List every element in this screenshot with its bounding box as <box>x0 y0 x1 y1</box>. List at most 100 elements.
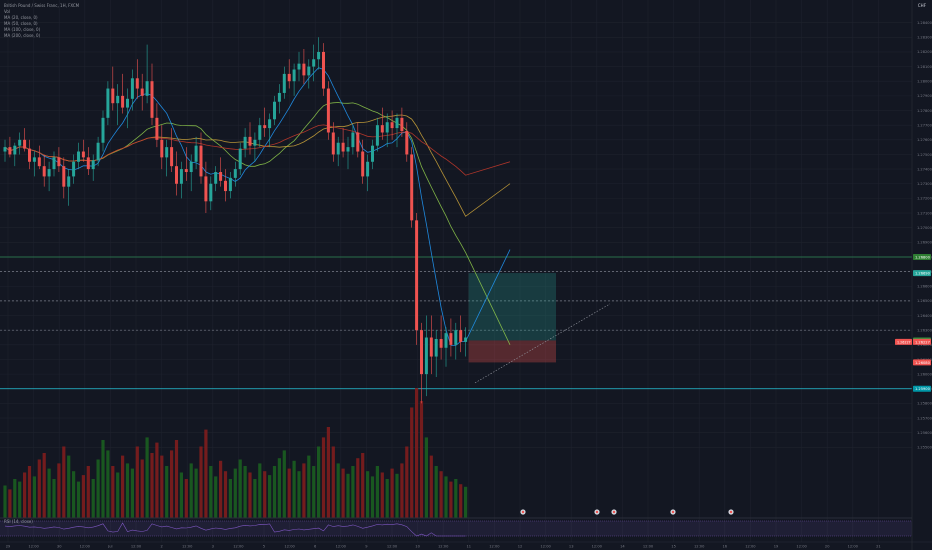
price-tick-label: 1.25700 <box>917 416 932 420</box>
candle <box>145 81 149 96</box>
candle <box>454 330 458 345</box>
time-tick-label: 12:00 <box>489 545 500 549</box>
candle <box>32 157 36 162</box>
event-icon-dot <box>671 510 675 514</box>
candle <box>307 66 311 76</box>
volume-bar <box>321 437 326 518</box>
last-price-tag-bg <box>913 338 931 345</box>
candle <box>199 145 203 177</box>
candle <box>361 151 365 177</box>
volume-bar <box>86 466 90 518</box>
time-axis[interactable]: 29 12:00 30 12:00 Jul 12:00 2 12:00 3 12:00 5 12:00… <box>0 541 932 549</box>
candle <box>57 157 61 167</box>
volume-bar <box>223 471 228 518</box>
candle <box>380 125 384 133</box>
volume-bar <box>72 471 76 518</box>
candle <box>160 139 164 158</box>
volume-bar <box>76 481 81 518</box>
volume-bar <box>346 473 350 518</box>
volume-bar <box>385 479 389 518</box>
vol-label: Vol <box>4 9 10 14</box>
candle <box>150 81 154 118</box>
price-axis[interactable]: 1.28400 1.28300 1.28200 1.28100 1.28000 1.279… <box>895 0 932 550</box>
stop-loss-zone <box>468 340 556 363</box>
volume-bar <box>228 479 232 518</box>
volume-bar <box>356 458 360 518</box>
long-position-tool[interactable] <box>468 273 556 363</box>
volume-bar <box>135 446 139 518</box>
volume-bar <box>429 455 433 518</box>
candle <box>395 117 399 129</box>
price-tick-label: 1.27000 <box>917 226 932 230</box>
price-tick-label: 1.28200 <box>917 50 932 54</box>
candle <box>405 131 409 155</box>
volume-bar <box>297 471 301 518</box>
volume-bar <box>140 459 144 518</box>
volume-bar <box>52 479 56 518</box>
candle <box>326 88 330 133</box>
volume-bar <box>57 463 61 518</box>
candle <box>248 136 252 146</box>
volume-bar <box>307 455 311 518</box>
ma50-label: MA (50, close, 0) <box>4 21 38 26</box>
price-tick-label: 1.28300 <box>917 36 932 40</box>
candle <box>263 125 267 129</box>
event-icons[interactable] <box>520 509 734 515</box>
time-tick-label: 13 <box>569 545 574 549</box>
candle <box>52 157 56 170</box>
time-tick-label: 12:00 <box>745 545 756 549</box>
candle <box>18 139 22 146</box>
volume-bar <box>101 440 105 518</box>
candle <box>390 122 394 129</box>
candle <box>449 333 453 345</box>
trend-line-dotted <box>474 303 611 384</box>
volume-bar <box>277 458 281 518</box>
volume-bar <box>91 479 95 518</box>
rsi-label: RSI (14, close) <box>4 519 33 524</box>
volume-bar <box>424 437 428 518</box>
candle <box>204 176 208 202</box>
candle <box>351 132 355 148</box>
volume-bar <box>419 401 424 518</box>
candle <box>371 145 374 162</box>
symbol-title[interactable]: British Pound / Swiss Franc, 1H, FXCM <box>4 3 80 8</box>
ma-line-1 <box>4 67 511 346</box>
volume-bar <box>380 472 384 518</box>
time-tick-label: 14 <box>620 545 625 549</box>
price-tick-label: 1.26300 <box>917 328 932 332</box>
volume-bar <box>214 476 218 518</box>
candle <box>336 142 340 155</box>
volume-bar <box>459 484 463 518</box>
price-tick-label: 1.27800 <box>917 109 932 113</box>
time-tick-label: 5 <box>263 545 265 549</box>
event-icon-dot <box>595 510 599 514</box>
volume-bar <box>116 472 120 518</box>
volume-bar <box>3 485 7 518</box>
candle <box>77 151 80 162</box>
rsi-line <box>4 522 466 537</box>
candle <box>282 73 286 93</box>
volume-bar <box>194 468 198 518</box>
candle <box>415 220 419 331</box>
candle <box>322 51 325 89</box>
time-tick-label: 12:00 <box>796 545 807 549</box>
position-label-bg <box>895 338 912 345</box>
candle <box>302 63 306 76</box>
volume-bar <box>454 479 458 518</box>
candle <box>429 337 433 357</box>
candle <box>37 157 41 167</box>
currency-label: CHF <box>917 3 926 8</box>
trend-line[interactable] <box>474 303 611 384</box>
volume-bar <box>219 460 223 518</box>
price-tick-label: 1.25800 <box>917 402 932 406</box>
price-tick-label: 1.26600 <box>917 285 932 289</box>
candle <box>375 125 379 146</box>
volume-bar <box>13 479 17 518</box>
position-label: 1.26227 <box>897 340 911 344</box>
time-tick-label: 12:00 <box>182 545 193 549</box>
rsi-band <box>0 521 912 536</box>
candle <box>459 330 463 342</box>
candle <box>175 166 178 184</box>
time-tick-label: 16 <box>723 545 728 549</box>
